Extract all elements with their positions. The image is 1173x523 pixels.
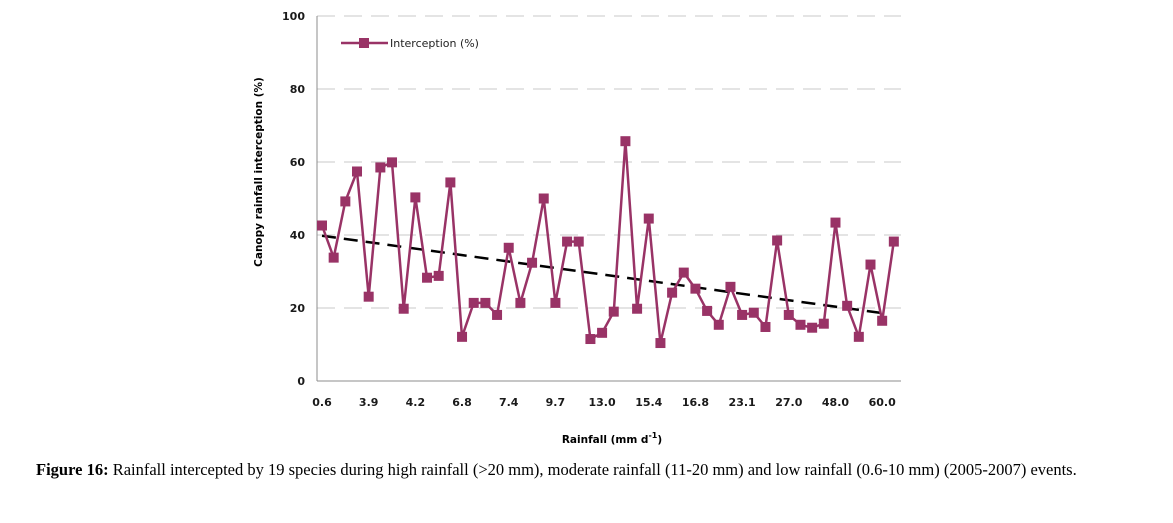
- data-point-marker: [375, 162, 386, 173]
- data-point-marker: [597, 327, 608, 338]
- y-tick-label: 100: [282, 10, 305, 23]
- x-tick-label: 15.4: [635, 396, 662, 409]
- data-point-marker: [760, 321, 771, 332]
- data-point-marker: [538, 193, 549, 204]
- data-point-marker: [352, 166, 363, 177]
- x-tick-label: 60.0: [869, 396, 896, 409]
- x-axis-title-main: Rainfall (mm d: [562, 434, 649, 446]
- x-axis-title-suffix: ): [657, 434, 662, 446]
- caption-text: Rainfall intercepted by 19 species durin…: [108, 460, 1077, 479]
- data-point-marker: [632, 303, 643, 314]
- y-axis-title: Canopy rainfall interception (%): [253, 77, 265, 267]
- data-point-marker: [340, 196, 351, 207]
- y-tick-label: 20: [290, 302, 306, 315]
- data-point-marker: [877, 315, 888, 326]
- y-tick-labels: 0 20 40 60 80 100: [282, 10, 305, 388]
- data-point-marker: [387, 157, 398, 168]
- data-point-marker: [667, 287, 678, 298]
- figure-caption: Figure 16: Rainfall intercepted by 19 sp…: [36, 459, 1146, 480]
- data-point-marker: [748, 307, 759, 318]
- data-point-marker: [328, 252, 339, 263]
- trendline-group: [321, 234, 883, 315]
- legend-marker-square: [359, 38, 369, 48]
- data-point-marker: [398, 303, 409, 314]
- data-point-marker: [468, 297, 479, 308]
- interception-chart: 0 20 40 60 80 100 0.6 3.9 4.2 6.8 7.4 9.7 13.0 15.4 1…: [253, 10, 901, 446]
- y-tick-label: 80: [290, 83, 306, 96]
- x-tick-labels: 0.6 3.9 4.2 6.8 7.4 9.7 13.0 15.4 16.8 23.1 27.0 48…: [312, 396, 896, 409]
- data-point-marker: [655, 338, 666, 349]
- data-point-marker: [457, 331, 468, 342]
- data-point-marker: [830, 217, 841, 228]
- data-point-marker: [585, 334, 596, 345]
- data-point-marker: [818, 318, 829, 329]
- legend-label: Interception (%): [390, 37, 479, 50]
- data-point-marker: [608, 306, 619, 317]
- data-point-marker: [888, 236, 899, 247]
- x-tick-label: 48.0: [822, 396, 849, 409]
- x-axis-title: Rainfall (mm d-1): [562, 431, 662, 446]
- y-tick-label: 0: [297, 375, 305, 388]
- x-tick-label: 0.6: [312, 396, 332, 409]
- data-point-marker: [865, 259, 876, 270]
- x-tick-label: 3.9: [359, 396, 379, 409]
- x-tick-label: 7.4: [499, 396, 519, 409]
- data-point-marker: [702, 305, 713, 316]
- data-point-marker: [515, 297, 526, 308]
- data-point-marker: [783, 309, 794, 320]
- y-tick-label: 40: [290, 229, 306, 242]
- data-point-marker: [795, 319, 806, 330]
- x-tick-label: 6.8: [452, 396, 472, 409]
- y-tick-label: 60: [290, 156, 306, 169]
- data-point-marker: [433, 270, 444, 281]
- data-point-marker: [690, 283, 701, 294]
- data-point-marker: [562, 236, 573, 247]
- caption-label: Figure 16:: [36, 460, 109, 479]
- trendline: [321, 234, 883, 315]
- data-point-marker: [807, 322, 818, 333]
- data-point-marker: [410, 192, 421, 203]
- x-tick-label: 9.7: [546, 396, 566, 409]
- data-point-marker: [620, 136, 631, 147]
- data-point-marker: [527, 257, 538, 268]
- data-point-marker: [772, 235, 783, 246]
- data-point-marker: [643, 213, 654, 224]
- data-point-marker: [678, 267, 689, 278]
- x-tick-label: 23.1: [729, 396, 756, 409]
- data-point-marker: [445, 177, 456, 188]
- series-interception: [317, 136, 899, 349]
- gridlines: [317, 15, 901, 309]
- data-point-marker: [713, 319, 724, 330]
- data-point-marker: [317, 220, 327, 231]
- legend: Interception (%): [341, 37, 479, 50]
- data-point-marker: [503, 242, 514, 253]
- data-point-marker: [363, 291, 374, 302]
- data-point-marker: [737, 309, 748, 320]
- data-point-marker: [853, 331, 864, 342]
- data-point-marker: [550, 297, 561, 308]
- x-axis-title-superscript: -1: [648, 431, 657, 440]
- data-point-marker: [492, 309, 503, 320]
- data-point-marker: [842, 300, 853, 311]
- x-tick-label: 4.2: [406, 396, 426, 409]
- data-point-marker: [480, 297, 491, 308]
- x-tick-label: 16.8: [682, 396, 709, 409]
- x-tick-label: 27.0: [775, 396, 802, 409]
- data-point-marker: [725, 281, 736, 292]
- data-point-marker: [573, 236, 584, 247]
- x-tick-label: 13.0: [589, 396, 616, 409]
- data-point-marker: [422, 272, 433, 283]
- axes: [316, 16, 901, 382]
